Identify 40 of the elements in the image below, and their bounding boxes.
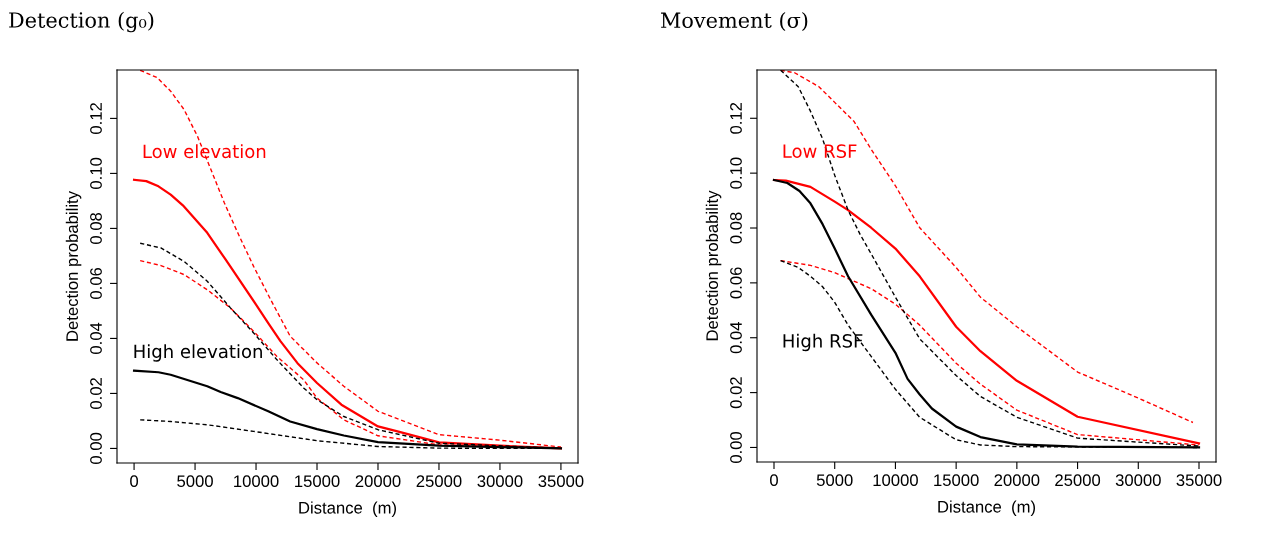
y-tick-label: 0.06: [90, 267, 102, 299]
y-tick-label: 0.02: [730, 377, 742, 409]
series-label: Low RSF: [783, 144, 857, 158]
y-tick-label: 0.06: [730, 267, 742, 299]
y-tick-label: 0.04: [730, 322, 742, 354]
series-label: High RSF: [783, 333, 863, 352]
x-tick-label: 25000: [416, 475, 462, 488]
x-tick-label: 5000: [816, 474, 853, 487]
x-tick-label: 10000: [234, 475, 279, 488]
x-tick-label: 10000: [873, 474, 918, 487]
y-tick-label: 0.00: [730, 431, 742, 464]
chart-title: Movement (σ): [661, 11, 808, 31]
y-tick-label: 0.10: [730, 157, 742, 189]
y-tick-label: 0.08: [730, 212, 742, 244]
x-tick-label: 25000: [1055, 474, 1101, 487]
x-tick-label: 15000: [934, 474, 979, 487]
series-label: Low elevation: [143, 144, 266, 159]
x-tick-label: 20000: [994, 474, 1040, 487]
y-axis-title: Detection probability: [705, 190, 722, 341]
series-label: High elevation: [134, 344, 262, 362]
x-tick-label: 5000: [177, 475, 213, 488]
y-axis-title: Detection probability: [65, 191, 82, 341]
x-tick-label: 30000: [477, 475, 523, 488]
x-axis-title: Distance (m): [938, 500, 1036, 516]
x-tick-label: 15000: [295, 475, 340, 488]
y-tick-label: 0.04: [90, 322, 102, 354]
x-tick-label: 30000: [1115, 474, 1161, 487]
chart-title: Detection (g₀): [9, 11, 154, 33]
y-tick-label: 0.12: [730, 102, 742, 134]
y-tick-label: 0.02: [90, 378, 102, 409]
x-tick-label: 20000: [355, 475, 401, 488]
x-tick-label: 35000: [538, 475, 584, 488]
x-tick-label: 0: [130, 475, 139, 488]
y-tick-label: 0.00: [90, 432, 102, 464]
x-tick-label: 35000: [1176, 474, 1222, 487]
y-tick-label: 0.10: [90, 157, 102, 189]
x-axis-title: Distance (m): [299, 501, 397, 517]
y-tick-label: 0.08: [90, 212, 102, 244]
y-tick-label: 0.12: [90, 103, 102, 134]
x-tick-label: 0: [770, 474, 778, 487]
